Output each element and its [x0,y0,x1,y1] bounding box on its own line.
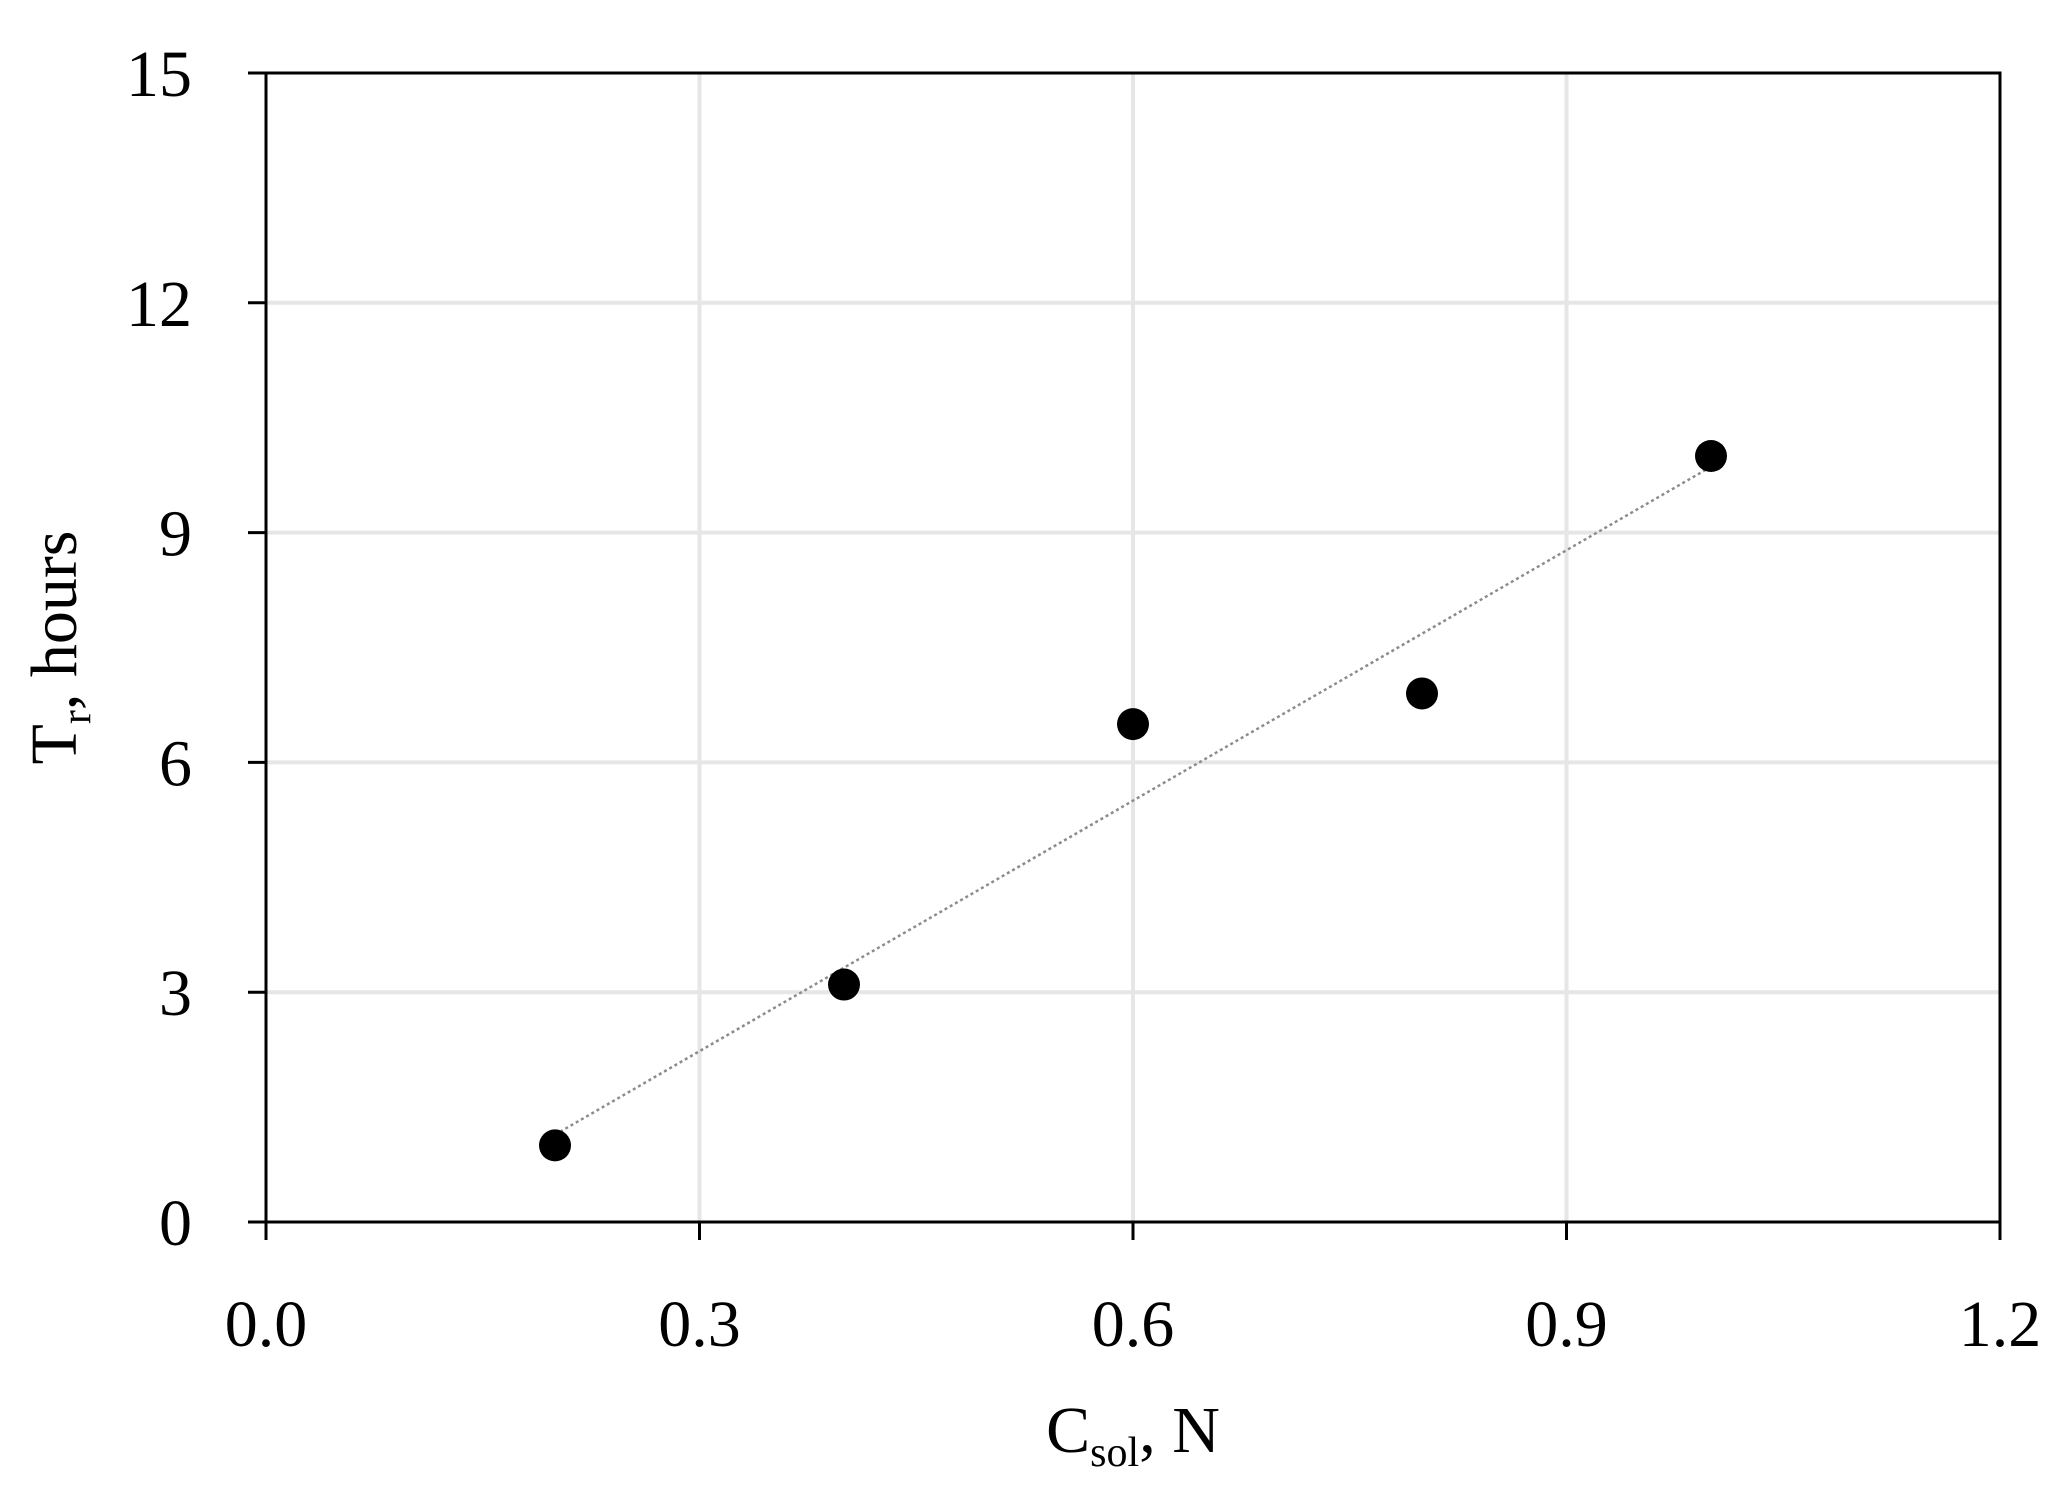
data-point [828,968,860,1001]
y-axis-title-sub: r [54,710,100,724]
y-tick-label: 15 [126,38,192,111]
x-axis-title-rest: , N [1139,1394,1220,1467]
x-axis-title: Csol, N [1046,1394,1220,1476]
y-tick-label: 3 [159,957,192,1030]
y-tick-label: 9 [159,498,192,571]
x-tick-labels: 0.0 0.3 0.6 0.9 1.2 [225,1288,2042,1361]
tick-marks [248,71,2002,1240]
x-tick-label: 0.0 [225,1288,308,1361]
y-tick-label: 0 [159,1187,192,1260]
x-tick-label: 0.6 [1092,1288,1175,1361]
data-point [1117,708,1149,741]
x-axis-title-sub: sol [1090,1430,1139,1476]
y-axis-title-rest: , hours [18,531,91,711]
grid-lines [266,73,2000,1222]
x-tick-label: 0.9 [1525,1288,1608,1361]
y-tick-label: 12 [126,268,192,341]
y-axis-title-main: T [18,724,91,764]
trendline-group [554,465,1712,1136]
x-axis-title-main: C [1046,1394,1090,1467]
y-tick-label: 6 [159,727,192,800]
data-point [1406,677,1438,710]
data-points [539,440,1727,1162]
y-axis-title: Tr, hours [18,531,100,765]
x-tick-label: 0.3 [658,1288,741,1361]
x-tick-label: 1.2 [1959,1288,2042,1361]
trendline [554,465,1712,1136]
data-point [539,1129,571,1162]
y-tick-labels: 0 3 6 9 12 15 [126,38,192,1260]
data-point [1695,440,1727,472]
